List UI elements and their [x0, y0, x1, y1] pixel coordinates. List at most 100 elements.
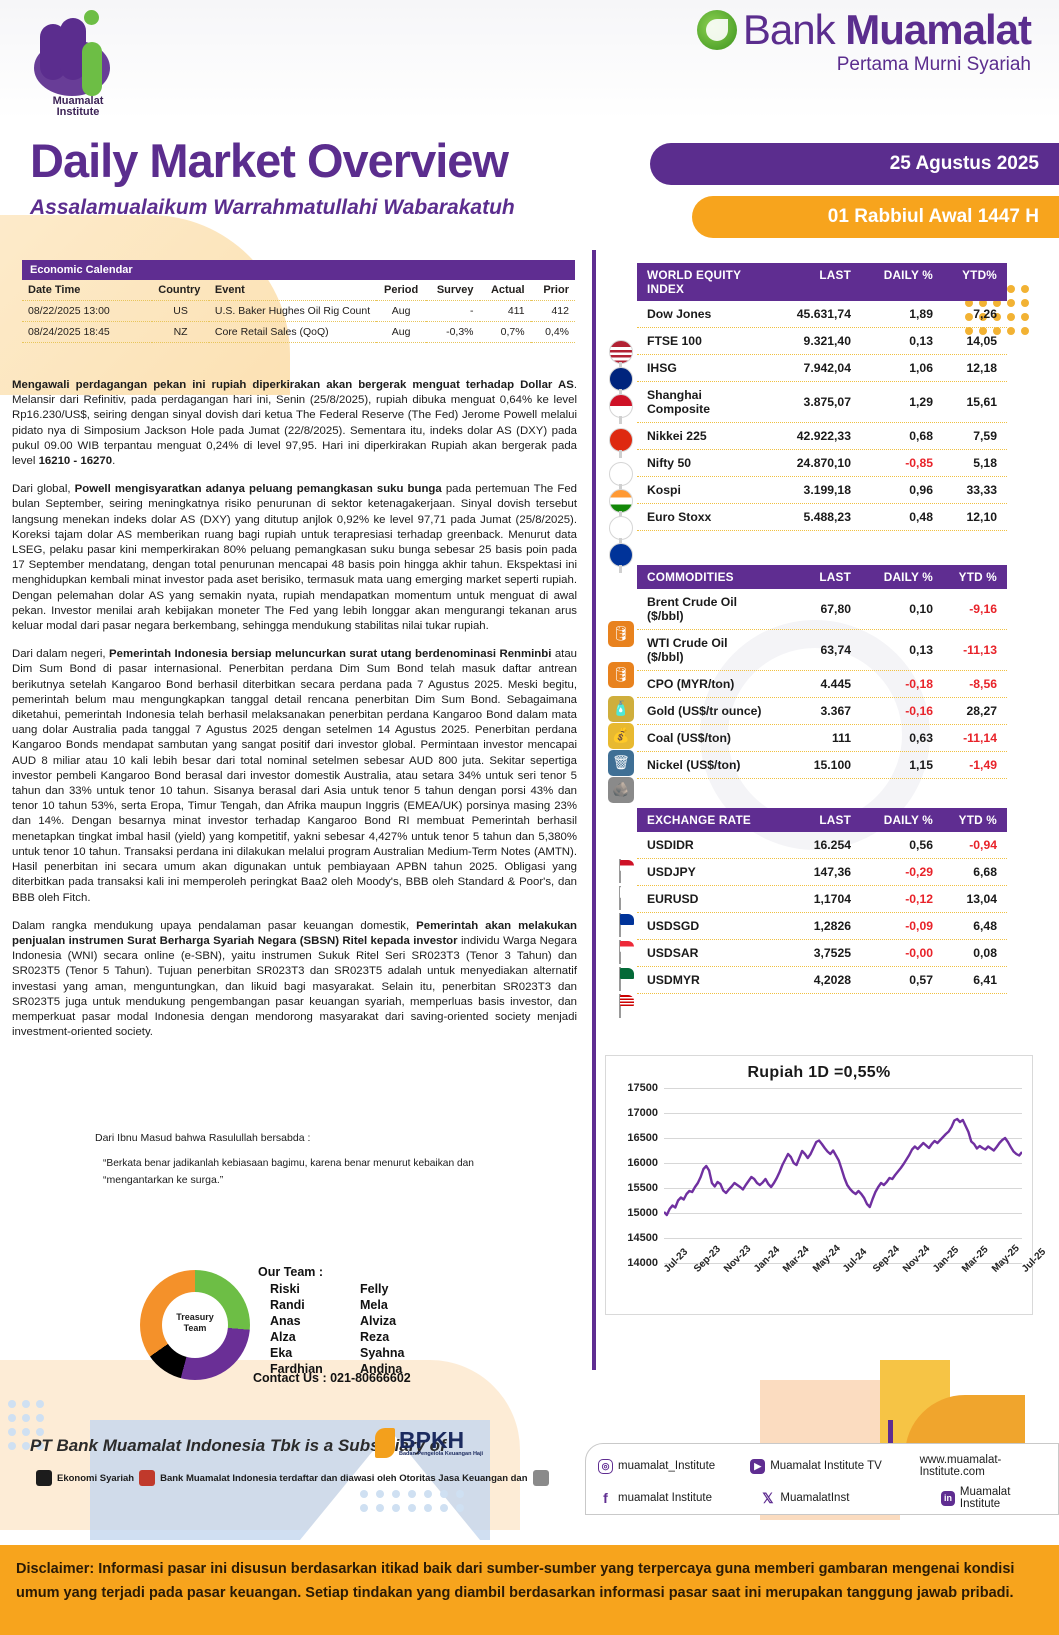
bpkh-subtitle: Badan Pengelola Keuangan Haji: [399, 1451, 484, 1457]
row-ytd: -8,56: [969, 677, 997, 691]
flag-kr-pin: [608, 515, 634, 546]
team-logo-label-1: Treasury: [176, 1312, 214, 1322]
col-period: Period: [376, 280, 427, 301]
team-member: Fardhian: [270, 1362, 323, 1376]
table-row: 08/24/2025 18:45 NZ Core Retail Sales (Q…: [22, 321, 575, 343]
social-link-x-twitter[interactable]: 𝕏 MuamalatInst: [762, 1490, 850, 1506]
col-ytd: YTD %: [958, 813, 997, 827]
table-row: Gold (US$/tr ounce) 3.367 -0,16 28,27: [637, 698, 1007, 725]
social-link-youtube[interactable]: ▶ Muamalat Institute TV: [750, 1458, 913, 1474]
palm-oil-icon: 🧴: [608, 695, 634, 726]
flag-in-pin: [608, 488, 634, 519]
article-paragraph-4: Dalam rangka mendukung upaya pendalaman …: [12, 919, 577, 1039]
col-ytd: YTD%: [962, 268, 997, 282]
table-row: Nikkei 225 42.922,33 0,68 7,59: [637, 423, 1007, 450]
row-label: USDJPY: [647, 865, 696, 879]
chart-title: Rupiah 1D =0,55%: [747, 1064, 891, 1081]
bank-muamalat-logo: Bank Muamalat Pertama Murni Syariah: [696, 8, 1032, 76]
row-last: 3.199,18: [803, 483, 851, 497]
col-daily: DAILY %: [883, 570, 933, 584]
lps-icon: [532, 1470, 549, 1486]
col-last: LAST: [819, 268, 851, 282]
flag-sa-banner: [608, 965, 634, 995]
cell-period: Aug: [376, 300, 427, 322]
row-daily: 0,10: [909, 602, 933, 616]
flag-sg-banner: [608, 938, 634, 968]
article-body: Mengawali perdagangan pekan ini rupiah d…: [12, 378, 577, 1053]
cell-country: NZ: [152, 321, 209, 343]
economic-calendar-table: Date Time Country Event Period Survey Ac…: [22, 280, 575, 343]
row-ytd: -9,16: [969, 602, 997, 616]
table-row: USDSGD 1,2826 -0,09 6,48: [637, 913, 1007, 940]
team-member: Eka: [270, 1346, 293, 1360]
row-label: Euro Stoxx: [647, 510, 712, 524]
cell-event: Core Retail Sales (QoQ): [208, 321, 377, 343]
row-daily: 0,48: [909, 510, 933, 524]
chart-y-tick-label: 14500: [627, 1232, 658, 1244]
chart-y-tick-label: 17500: [627, 1082, 658, 1094]
team-member: Alza: [270, 1330, 296, 1344]
chart-line-series: [664, 1117, 1022, 1217]
flag-us-pin: [608, 339, 634, 370]
team-member: Andina: [360, 1362, 403, 1376]
social-link-linkedin[interactable]: in Muamalat Institute: [941, 1486, 1046, 1510]
row-daily: 0,13: [909, 334, 933, 348]
cell-actual: 411: [479, 300, 531, 322]
bank-leaf-icon: [696, 10, 737, 50]
row-last: 63,74: [820, 643, 852, 657]
table-row: Coal (US$/ton) 111 0,63 -11,14: [637, 725, 1007, 752]
table-row: USDMYR 4,2028 0,57 6,41: [637, 967, 1007, 994]
table-row: FTSE 100 9.321,40 0,13 14,05: [637, 328, 1007, 355]
cell-event: U.S. Baker Hughes Oil Rig Count: [208, 300, 377, 322]
row-ytd: 7,26: [973, 307, 997, 321]
row-last: 3.875,07: [803, 395, 851, 409]
team-member: Alviza: [360, 1314, 397, 1328]
row-daily: -0,09: [905, 919, 933, 933]
article-paragraph-1: Mengawali perdagangan pekan ini rupiah d…: [12, 379, 577, 468]
row-label: USDMYR: [647, 973, 700, 987]
social-link-facebook[interactable]: f muamalat Institute: [598, 1491, 754, 1506]
row-last: 1,1704: [813, 892, 851, 906]
row-ytd: 33,33: [966, 483, 998, 497]
row-daily: 0,68: [909, 429, 933, 443]
youtube-icon: ▶: [750, 1458, 766, 1474]
table-row: USDSAR 3,7525 -0,00 0,08: [637, 940, 1007, 967]
table-row: 08/22/2025 13:00 US U.S. Baker Hughes Oi…: [22, 300, 575, 322]
decorative-dots-bottom-left: [8, 1400, 44, 1450]
cell-actual: 0,7%: [479, 321, 531, 343]
chart-gridline: [664, 1113, 1022, 1114]
table-row: IHSG 7.942,04 1,06 12,18: [637, 355, 1007, 382]
social-link-website[interactable]: www.muamalat-Institute.com: [919, 1454, 1002, 1478]
flag-jp-banner: [608, 884, 634, 914]
cell-date-time: 08/24/2025 18:45: [22, 321, 153, 343]
ojk-label: Bank Muamalat Indonesia terdaftar dan di…: [160, 1472, 528, 1484]
table-row: Nifty 50 24.870,10 -0,85 5,18: [637, 450, 1007, 477]
col-event: Event: [208, 280, 377, 301]
row-daily: -0,85: [905, 456, 933, 470]
x-twitter-icon: 𝕏: [762, 1490, 774, 1506]
table-header-row: COMMODITIES LAST DAILY % YTD %: [637, 565, 1007, 589]
flag-eu-banner: [608, 911, 634, 941]
row-label: Gold (US$/tr ounce): [647, 704, 762, 718]
social-link-instagram[interactable]: ◎ muamalat_Institute: [598, 1458, 744, 1474]
col-survey: Survey: [426, 280, 480, 301]
col-date-time: Date Time: [22, 280, 153, 301]
institute-name-line1: Muamalat: [52, 95, 104, 107]
row-ytd: -11,13: [963, 643, 997, 657]
institute-name-line2: Institute: [56, 106, 100, 118]
row-daily: -0,00: [905, 946, 933, 960]
flag-id-banner: [608, 857, 634, 887]
chart-gridline: [664, 1263, 1022, 1264]
muamalat-institute-logo: Muamalat Institute: [34, 10, 124, 118]
flag-eu-pin: [608, 542, 634, 573]
coal-cart-icon: 🗑: [608, 749, 634, 780]
flag-my-banner: [608, 992, 634, 1022]
row-label: Shanghai Composite: [647, 388, 710, 416]
bpkh-name: BPKH: [399, 1427, 465, 1453]
row-last: 16.254: [813, 838, 851, 852]
row-last: 111: [832, 731, 851, 745]
ekonomi-syariah-label: Ekonomi Syariah: [57, 1472, 135, 1484]
cell-date-time: 08/22/2025 13:00: [22, 300, 153, 322]
table-header-row: Date Time Country Event Period Survey Ac…: [22, 280, 575, 301]
